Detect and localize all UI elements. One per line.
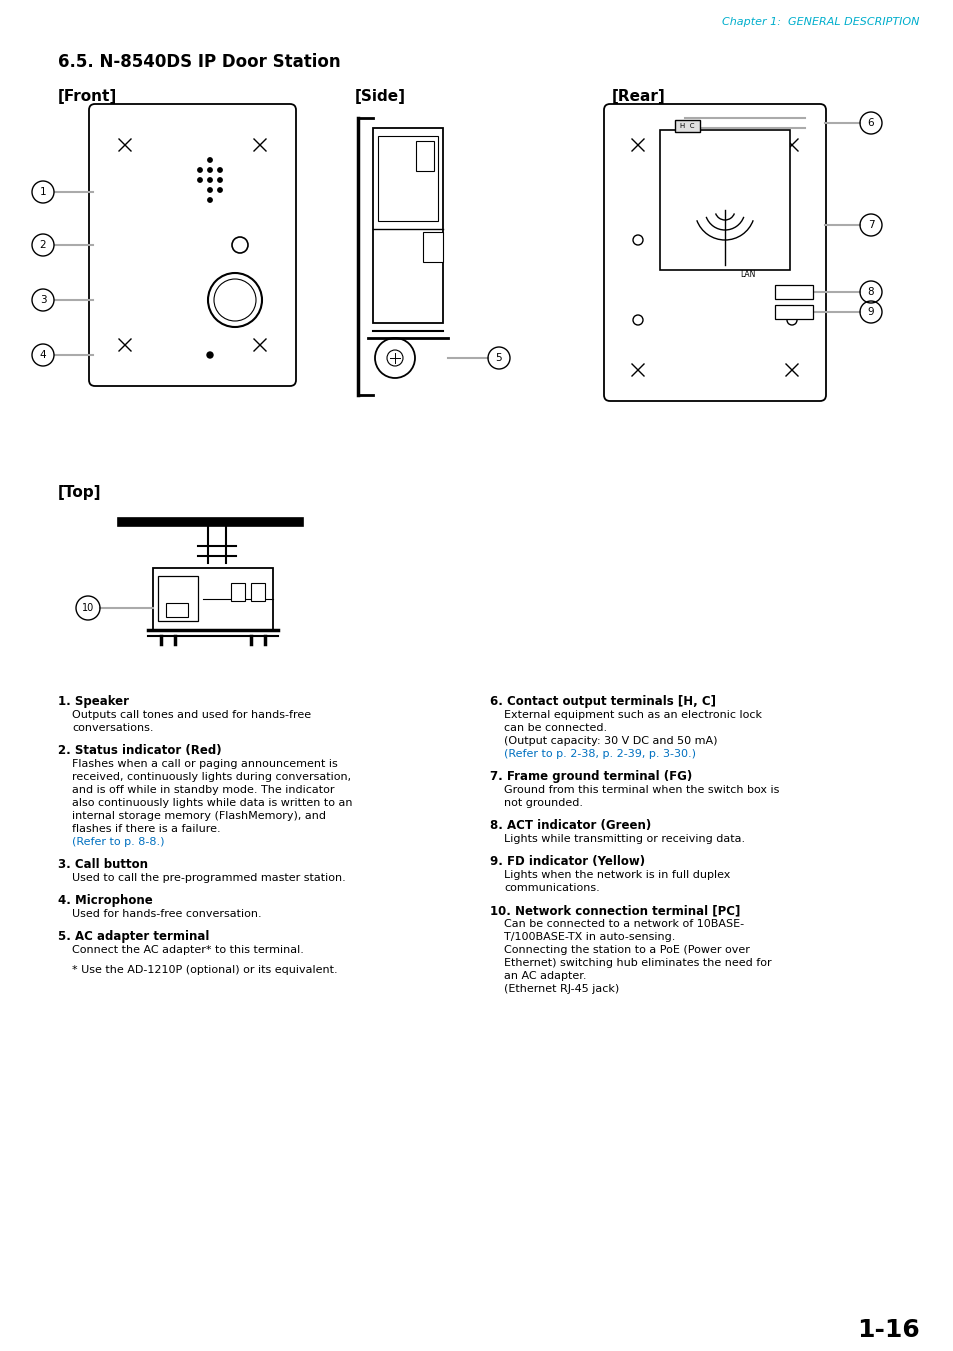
Circle shape bbox=[197, 168, 202, 172]
Circle shape bbox=[217, 188, 222, 192]
Bar bbox=[251, 584, 265, 601]
Text: Outputs call tones and used for hands-free: Outputs call tones and used for hands-fr… bbox=[71, 711, 311, 720]
Text: LAN: LAN bbox=[740, 270, 755, 280]
FancyBboxPatch shape bbox=[603, 104, 825, 401]
Circle shape bbox=[197, 178, 202, 182]
Text: not grounded.: not grounded. bbox=[503, 798, 582, 808]
Circle shape bbox=[207, 353, 213, 358]
Text: also continuously lights while data is written to an: also continuously lights while data is w… bbox=[71, 798, 352, 808]
Bar bbox=[152, 567, 273, 630]
Text: [Top]: [Top] bbox=[58, 485, 101, 500]
Text: Used to call the pre-programmed master station.: Used to call the pre-programmed master s… bbox=[71, 873, 345, 884]
Text: conversations.: conversations. bbox=[71, 723, 153, 734]
Text: 4: 4 bbox=[40, 350, 47, 359]
Bar bbox=[377, 136, 437, 222]
Bar bbox=[231, 584, 245, 601]
Text: 10: 10 bbox=[82, 603, 94, 613]
Text: H  C: H C bbox=[679, 123, 694, 128]
Bar bbox=[118, 517, 303, 526]
Text: 5: 5 bbox=[496, 353, 502, 363]
Text: 9. FD indicator (Yellow): 9. FD indicator (Yellow) bbox=[490, 855, 644, 867]
Circle shape bbox=[208, 178, 212, 182]
Circle shape bbox=[217, 168, 222, 172]
Text: Connecting the station to a PoE (Power over: Connecting the station to a PoE (Power o… bbox=[503, 944, 749, 955]
Bar bbox=[158, 576, 198, 621]
Text: (Ethernet RJ-45 jack): (Ethernet RJ-45 jack) bbox=[503, 984, 618, 994]
Text: 7: 7 bbox=[867, 220, 873, 230]
Text: 7. Frame ground terminal (FG): 7. Frame ground terminal (FG) bbox=[490, 770, 692, 784]
Bar bbox=[373, 128, 442, 323]
Bar bbox=[774, 305, 812, 319]
Text: flashes if there is a failure.: flashes if there is a failure. bbox=[71, 824, 220, 834]
Text: 6.5. N-8540DS IP Door Station: 6.5. N-8540DS IP Door Station bbox=[58, 53, 340, 72]
Text: 6. Contact output terminals [H, C]: 6. Contact output terminals [H, C] bbox=[490, 694, 716, 708]
Text: 6: 6 bbox=[867, 118, 873, 128]
Text: Flashes when a call or paging announcement is: Flashes when a call or paging announceme… bbox=[71, 759, 337, 769]
Text: 8: 8 bbox=[867, 286, 873, 297]
Text: 5. AC adapter terminal: 5. AC adapter terminal bbox=[58, 929, 209, 943]
Text: received, continuously lights during conversation,: received, continuously lights during con… bbox=[71, 771, 351, 782]
Text: Chapter 1:  GENERAL DESCRIPTION: Chapter 1: GENERAL DESCRIPTION bbox=[721, 18, 919, 27]
Text: 8. ACT indicator (Green): 8. ACT indicator (Green) bbox=[490, 819, 651, 832]
Text: 1: 1 bbox=[40, 186, 47, 197]
Text: (Output capacity: 30 V DC and 50 mA): (Output capacity: 30 V DC and 50 mA) bbox=[503, 736, 717, 746]
Text: 10. Network connection terminal [PC]: 10. Network connection terminal [PC] bbox=[490, 904, 740, 917]
Text: 1. Speaker: 1. Speaker bbox=[58, 694, 129, 708]
Text: an AC adapter.: an AC adapter. bbox=[503, 971, 586, 981]
Text: 3. Call button: 3. Call button bbox=[58, 858, 148, 871]
Text: * Use the AD-1210P (optional) or its equivalent.: * Use the AD-1210P (optional) or its equ… bbox=[71, 965, 337, 975]
Text: Can be connected to a network of 10BASE-: Can be connected to a network of 10BASE- bbox=[503, 919, 743, 929]
Circle shape bbox=[208, 158, 212, 162]
FancyBboxPatch shape bbox=[89, 104, 295, 386]
Text: (Refer to p. 8-8.): (Refer to p. 8-8.) bbox=[71, 838, 164, 847]
Circle shape bbox=[208, 197, 212, 203]
Text: 1-16: 1-16 bbox=[857, 1319, 919, 1342]
Text: and is off while in standby mode. The indicator: and is off while in standby mode. The in… bbox=[71, 785, 335, 794]
Bar bbox=[416, 141, 434, 172]
Text: Ethernet) switching hub eliminates the need for: Ethernet) switching hub eliminates the n… bbox=[503, 958, 771, 969]
Circle shape bbox=[208, 188, 212, 192]
Text: [Side]: [Side] bbox=[355, 89, 406, 104]
Bar bbox=[774, 285, 812, 299]
Bar bbox=[675, 120, 700, 132]
Circle shape bbox=[208, 168, 212, 172]
Text: Ground from this terminal when the switch box is: Ground from this terminal when the switc… bbox=[503, 785, 779, 794]
Text: Lights while transmitting or receiving data.: Lights while transmitting or receiving d… bbox=[503, 834, 744, 844]
Bar bbox=[166, 603, 188, 617]
Text: (Refer to p. 2-38, p. 2-39, p. 3-30.): (Refer to p. 2-38, p. 2-39, p. 3-30.) bbox=[503, 748, 696, 759]
Text: communications.: communications. bbox=[503, 884, 599, 893]
Text: T/100BASE-TX in auto-sensing.: T/100BASE-TX in auto-sensing. bbox=[503, 932, 675, 942]
Bar bbox=[422, 232, 442, 262]
Text: 2: 2 bbox=[40, 240, 47, 250]
Text: Used for hands-free conversation.: Used for hands-free conversation. bbox=[71, 909, 261, 919]
Text: 3: 3 bbox=[40, 295, 47, 305]
Text: 9: 9 bbox=[867, 307, 873, 317]
Text: 4. Microphone: 4. Microphone bbox=[58, 894, 152, 907]
Circle shape bbox=[217, 178, 222, 182]
Bar bbox=[659, 130, 789, 270]
Text: can be connected.: can be connected. bbox=[503, 723, 606, 734]
Text: internal storage memory (FlashMemory), and: internal storage memory (FlashMemory), a… bbox=[71, 811, 326, 821]
Text: [Rear]: [Rear] bbox=[612, 89, 665, 104]
Text: [Front]: [Front] bbox=[58, 89, 117, 104]
Text: Lights when the network is in full duplex: Lights when the network is in full duple… bbox=[503, 870, 730, 880]
Text: External equipment such as an electronic lock: External equipment such as an electronic… bbox=[503, 711, 761, 720]
Text: Connect the AC adapter* to this terminal.: Connect the AC adapter* to this terminal… bbox=[71, 944, 304, 955]
Text: 2. Status indicator (Red): 2. Status indicator (Red) bbox=[58, 744, 221, 757]
